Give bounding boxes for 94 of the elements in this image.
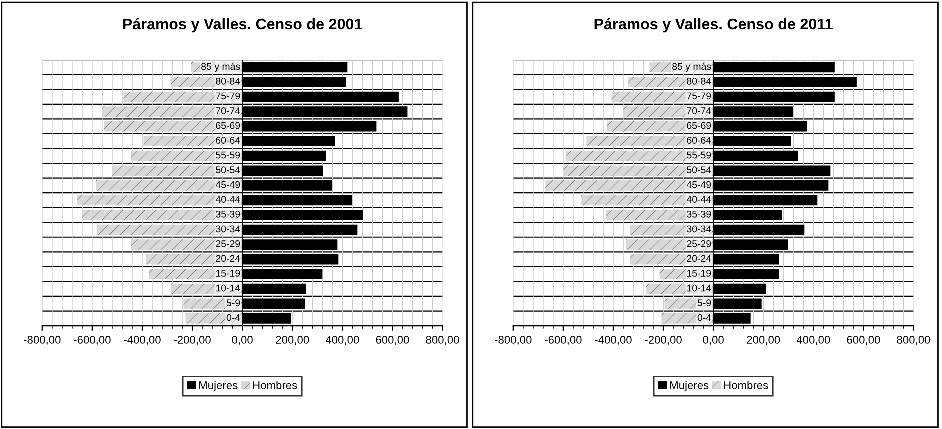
y-tick-label: 65-69 [687,122,712,130]
y-tick-label: 70-74 [687,108,712,114]
x-tick-label: -400,00 [124,336,161,346]
bar [606,210,714,220]
bar [77,195,243,206]
bar [102,106,243,117]
y-tick-label: 65-69 [216,122,240,130]
x-tick-label: 800,00 [897,336,930,346]
bar [146,254,243,265]
bar [546,180,714,191]
y-tick-label: 40-44 [216,196,240,204]
y-tick-label: 30-34 [687,226,712,233]
x-tick-label: 200,00 [747,336,780,346]
bar [186,313,243,324]
bar [148,269,243,280]
y-tick-label: 0-4 [226,314,240,322]
x-tick-label: -600,00 [545,336,582,346]
bar [660,269,714,280]
y-tick-label: 70-74 [216,108,240,114]
x-tick-label: 200,00 [276,336,310,346]
bar [630,224,714,236]
bar [624,106,714,117]
y-tick-label: 75-79 [687,92,712,100]
y-tick-label: 80-84 [687,78,712,85]
legend-label: Mujeres [200,381,238,392]
bar [184,298,243,310]
y-tick-label: 60-64 [216,137,240,144]
x-tick-label: 800,00 [426,336,460,346]
y-tick-label: 45-49 [216,181,240,188]
y-tick-label: 50-54 [216,166,240,174]
bar [131,240,243,250]
y-tick-label: 15-19 [687,270,712,277]
y-tick-label: 50-54 [687,166,712,174]
x-tick-label: 400,00 [796,336,830,346]
y-tick-label: 10-14 [216,284,240,292]
bar [566,150,714,162]
y-tick-label: 55-59 [216,152,240,159]
y-tick-label: 25-29 [687,240,712,248]
x-tick-label: -800,00 [495,336,532,346]
x-tick-label: -600,00 [74,336,111,346]
bar [646,284,714,294]
y-tick-label: 35-39 [687,210,712,218]
x-tick-label: 600,00 [847,336,880,346]
bar [104,121,243,132]
bar [586,136,714,147]
y-tick-label: 5-9 [226,300,240,306]
bar [628,77,714,88]
bar [124,92,243,102]
bar [82,210,243,220]
y-tick-label: 20-24 [687,255,712,262]
x-tick-label: -400,00 [595,336,632,346]
y-tick-label: 55-59 [687,152,712,159]
bar [664,298,714,310]
bar [607,121,714,132]
y-tick-label: 10-14 [687,284,712,292]
bar [662,313,714,324]
x-tick-label: 400,00 [326,336,360,346]
y-tick-label: 5-9 [698,300,712,306]
bar [612,92,714,102]
x-tick-label: 0,00 [703,336,724,346]
y-tick-label: 85 y más [672,62,712,72]
y-tick-label: 40-44 [686,196,712,204]
y-tick-label: 35-39 [216,210,240,218]
bar [630,254,714,265]
y-tick-label: 30-34 [216,226,240,233]
legend-label: Hombres [253,381,298,390]
bar [131,150,243,162]
chart-title: Páramos y Valles. Censo de 2011 [594,18,833,33]
bar [96,180,243,191]
legend-label: Hombres [724,381,768,390]
chart-title: Páramos y Valles. Censo de 2001 [123,18,362,33]
bar [564,166,714,176]
x-tick-label: -800,00 [24,336,61,346]
y-tick-label: 60-64 [687,137,712,144]
y-tick-label: 45-49 [686,181,712,188]
bar [171,284,243,294]
y-tick-label: 85 y más [202,62,240,72]
bar [626,240,714,250]
bar [96,224,243,236]
bar [112,166,243,176]
x-tick-label: -200,00 [174,336,211,346]
y-tick-label: 25-29 [216,240,240,248]
bar [171,77,243,88]
bar [144,136,243,147]
x-tick-label: -200,00 [645,336,682,346]
x-tick-label: 0,00 [232,336,253,346]
y-tick-label: 0-4 [698,314,712,322]
legend-label: Mujeres [670,381,709,392]
y-tick-label: 80-84 [216,78,240,85]
bar [580,195,714,206]
y-tick-label: 75-79 [216,92,240,100]
y-tick-label: 15-19 [216,270,240,277]
x-tick-label: 600,00 [376,336,410,346]
y-tick-label: 20-24 [216,255,240,262]
